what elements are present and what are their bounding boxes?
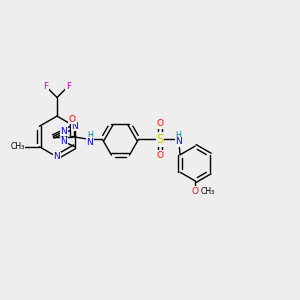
Text: N: N: [71, 122, 78, 131]
Text: H: H: [176, 131, 182, 140]
Text: N: N: [61, 127, 67, 136]
Text: N: N: [86, 138, 93, 147]
Text: O: O: [157, 151, 164, 160]
Text: S: S: [156, 133, 164, 146]
Text: CH₃: CH₃: [10, 142, 25, 151]
Text: O: O: [68, 115, 75, 124]
Text: N: N: [54, 152, 60, 161]
Text: F: F: [66, 82, 71, 91]
Text: CH₃: CH₃: [201, 187, 215, 196]
Text: N: N: [175, 137, 182, 146]
Text: O: O: [157, 119, 164, 128]
Text: N: N: [61, 137, 67, 146]
Text: F: F: [43, 82, 48, 91]
Text: H: H: [87, 131, 93, 140]
Text: O: O: [192, 187, 199, 196]
